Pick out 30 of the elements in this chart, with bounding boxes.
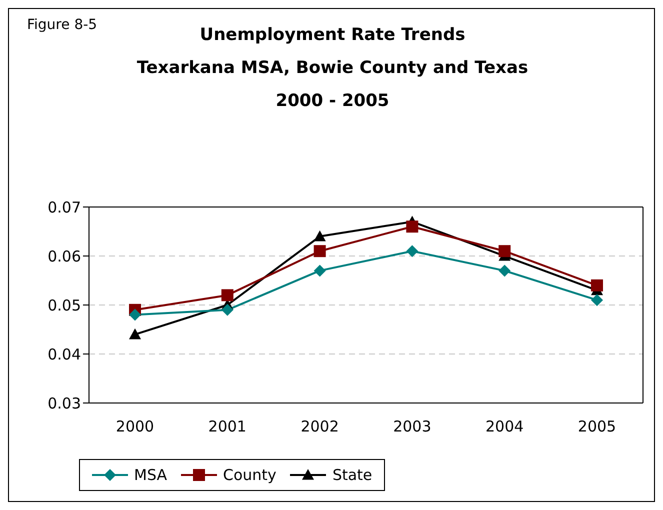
point	[406, 245, 418, 258]
x-tick-label: 2000	[116, 418, 154, 436]
y-tick-label: 0.03	[48, 394, 81, 412]
point	[221, 304, 234, 316]
point	[129, 308, 141, 321]
x-tick-label: 2005	[578, 418, 616, 436]
legend-label: County	[222, 466, 276, 484]
point	[314, 264, 326, 277]
y-tick-label: 0.04	[48, 345, 81, 364]
point	[591, 279, 603, 292]
point	[314, 245, 326, 258]
chart-subtitle: Texarkana MSA, Bowie County and Texas 2000 - 2005	[136, 57, 530, 113]
y-tick-label: 0.06	[48, 247, 81, 266]
point	[406, 220, 418, 233]
y-tick-label: 0.05	[48, 296, 81, 314]
x-tick-label: 2001	[208, 418, 246, 436]
x-tick-label: 2002	[300, 418, 339, 436]
point	[591, 294, 603, 306]
point	[221, 289, 234, 302]
caption: Figure 8-5	[27, 17, 98, 33]
point	[129, 328, 141, 340]
chart-title: Unemployment Rate Trends	[200, 25, 466, 45]
y-tick-label: 0.07	[48, 198, 81, 216]
point	[498, 264, 511, 277]
legend-label: MSA	[133, 466, 168, 484]
x-tick-label: 2003	[393, 418, 432, 436]
point	[498, 245, 511, 258]
point	[314, 230, 326, 242]
legend-label: State	[331, 466, 372, 484]
x-tick-label: 2004	[486, 418, 524, 436]
